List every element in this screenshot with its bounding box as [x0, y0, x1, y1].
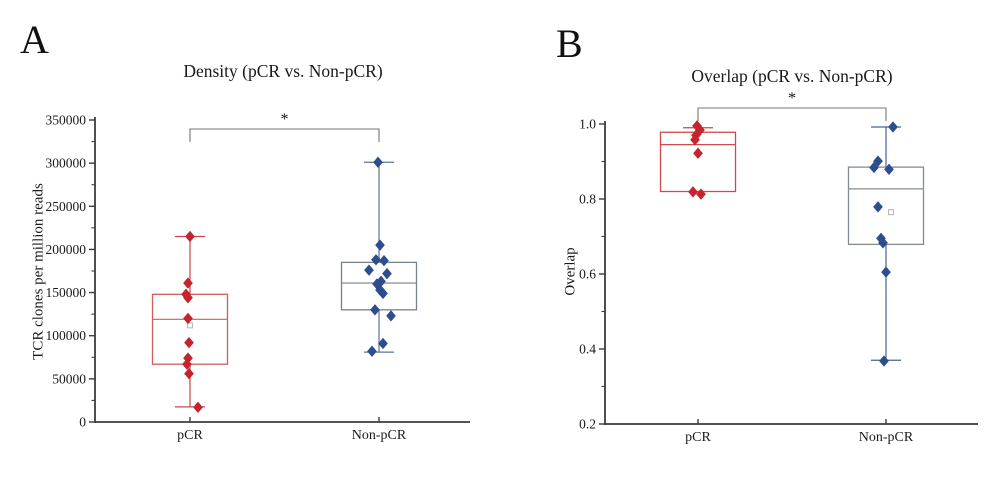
y-tick-label: 1.0 — [579, 117, 596, 132]
box-group-pcr — [659, 120, 737, 200]
y-tick-label: 0.2 — [579, 417, 596, 432]
panel-b-title: Overlap (pCR vs. Non-pCR) — [691, 66, 893, 86]
significance-star: * — [788, 90, 796, 107]
y-tick-label: 100000 — [46, 328, 87, 343]
bracket-line — [697, 107, 887, 121]
data-point — [182, 358, 192, 370]
data-point — [371, 253, 381, 266]
y-tick-label: 0.6 — [579, 267, 596, 282]
data-point — [379, 254, 389, 267]
data-point — [693, 147, 703, 160]
y-tick-label: 250000 — [46, 199, 87, 214]
y-tick-label: 350000 — [46, 113, 87, 128]
data-point — [888, 121, 898, 133]
data-point — [378, 337, 388, 350]
panel-a-letter: A — [20, 17, 49, 62]
bracket-line — [189, 128, 380, 142]
box — [151, 293, 229, 365]
x-tick-label: pCR — [685, 430, 711, 445]
data-point — [367, 345, 377, 358]
data-point — [881, 266, 891, 278]
mean-marker — [887, 209, 895, 216]
data-point — [370, 304, 380, 316]
data-point — [185, 230, 195, 243]
data-point — [696, 188, 706, 200]
box-group-pcr — [151, 230, 229, 414]
y-tick-label: 300000 — [46, 156, 87, 171]
panel-b-letter: B — [556, 21, 583, 66]
significance-star: * — [281, 111, 289, 128]
data-point — [375, 239, 385, 251]
data-point — [878, 237, 888, 249]
data-point — [184, 367, 194, 380]
panel-b-y-axis-label: Overlap — [562, 247, 579, 296]
panel-a-title: Density (pCR vs. Non-pCR) — [183, 61, 383, 81]
data-point — [879, 355, 889, 367]
data-point — [378, 287, 388, 300]
data-point — [183, 291, 193, 304]
significance-bracket: * — [189, 111, 380, 142]
data-point — [183, 312, 193, 325]
panel-a-y-axis-label: TCR clones per million reads — [30, 183, 47, 360]
data-point — [690, 133, 700, 146]
panel-a-plot: 0 50000 100000 150000 200000 250000 300000 3500… — [46, 111, 470, 443]
box-group-non-pcr — [847, 121, 925, 367]
data-point — [373, 156, 383, 169]
x-tick-label: Non-pCR — [352, 428, 407, 443]
x-tick-label: Non-pCR — [859, 430, 914, 445]
y-tick-label: 50000 — [52, 371, 86, 386]
data-point — [873, 201, 883, 213]
y-tick-label: 0.8 — [579, 192, 596, 207]
mean-marker — [186, 322, 194, 329]
panel-b-plot: 0.2 0.4 0.6 0.8 1.0 pCR Non-pCR * — [579, 90, 978, 445]
y-tick-label: 150000 — [46, 285, 87, 300]
significance-bracket: * — [697, 90, 887, 121]
y-tick-label: 0 — [79, 415, 86, 430]
data-point — [382, 267, 392, 280]
data-point — [183, 277, 193, 289]
box — [847, 166, 925, 246]
x-tick-label: pCR — [177, 428, 203, 443]
data-point — [884, 163, 894, 176]
data-point — [386, 310, 396, 322]
box-group-non-pcr — [340, 156, 418, 358]
data-point — [184, 336, 194, 349]
y-tick-label: 200000 — [46, 242, 87, 257]
data-point — [364, 264, 374, 276]
data-point — [688, 186, 698, 198]
y-tick-label: 0.4 — [579, 342, 596, 357]
data-point — [869, 161, 879, 174]
data-point — [193, 401, 203, 414]
